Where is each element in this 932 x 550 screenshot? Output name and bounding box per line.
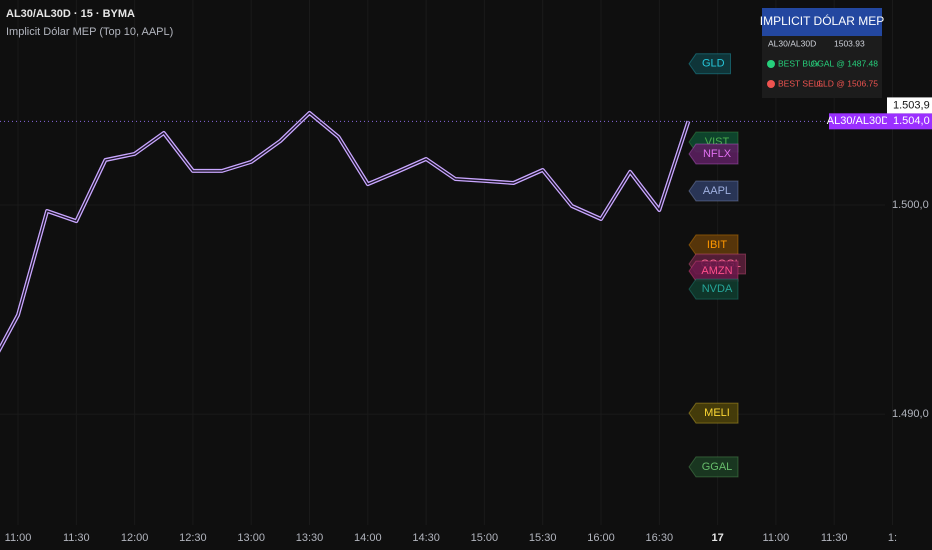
x-tick-label: 13:00: [237, 532, 265, 544]
x-tick-label: 17: [711, 532, 723, 544]
last-price-label: 1.504,0: [893, 115, 930, 127]
table-cell: AL30/AL30D: [768, 38, 816, 48]
level-tag-label: IBIT: [707, 239, 727, 251]
last-price-bg: [887, 113, 932, 130]
grid: [0, 0, 893, 525]
level-tag-label: AMZN: [701, 265, 732, 277]
level-tag-label: GGAL: [702, 461, 733, 473]
x-tick-label: 16:30: [646, 532, 674, 544]
y-tick-label: 1.490,0: [892, 408, 929, 420]
table-cell: GLD @ 1506.75: [816, 78, 878, 88]
level-tag-label: MELI: [704, 407, 730, 419]
x-tick-label: 11:30: [821, 532, 848, 544]
x-tick-label: 16:00: [587, 532, 615, 544]
x-tick-label: 15:30: [529, 532, 557, 544]
level-tag-label: NFLX: [703, 148, 732, 160]
table-cell: GGAL @ 1487.48: [811, 58, 879, 68]
level-tag-label: NVDA: [702, 283, 733, 295]
table-cell: BEST SELL: [778, 78, 823, 88]
x-tick-label: 14:00: [354, 532, 382, 544]
plot-area: GLDVISTNFLXAAPLIBITGOOGLAMZNNVDAMELIGGAL: [0, 53, 885, 478]
table-title: IMPLICIT DÓLAR MEP: [760, 13, 884, 28]
x-tick-label: 12:30: [179, 532, 207, 544]
x-tick-label: 11:30: [63, 532, 90, 544]
table-bg: [762, 36, 882, 98]
close-tag-label: 1.503,9: [893, 99, 930, 111]
series-line-inner: [0, 112, 690, 351]
x-tick-label: 14:30: [412, 532, 440, 544]
level-tag: [688, 143, 739, 165]
level-tag-label: GLD: [702, 58, 725, 70]
chart-subtitle: Implicit Dólar MEP (Top 10, AAPL): [6, 26, 173, 38]
status-dot: [767, 80, 775, 88]
level-tag: [688, 180, 739, 202]
overlay: 11:00 11:30 12:00 12:30 13:00 13:30 14:00 14:30…: [5, 8, 932, 544]
level-tag: [688, 278, 739, 300]
table-cell: BEST BUY: [778, 58, 820, 68]
level-tag: [688, 260, 739, 282]
x-tick-label: 1:: [888, 532, 897, 544]
level-tag: [688, 53, 731, 75]
x-tick-label: 11:00: [5, 532, 32, 544]
chart-title: AL30/AL30D · 15 · BYMA: [6, 8, 135, 20]
table-header-bg: [762, 8, 882, 36]
level-tag: [688, 456, 739, 478]
close-tag-bg: [887, 97, 932, 114]
series-tag-bg: [829, 113, 887, 130]
level-tag: [688, 234, 739, 256]
y-tick-label: 1.500,0: [892, 199, 929, 211]
x-tick-label: 13:30: [296, 532, 324, 544]
level-tag: [688, 402, 739, 424]
status-dot: [767, 60, 775, 68]
series-tag-name: AL30/AL30D: [827, 115, 889, 127]
level-tag-label: AAPL: [703, 185, 731, 197]
x-tick-label: 11:00: [763, 532, 790, 544]
table-cell: 1503.93: [834, 38, 865, 48]
x-tick-label: 15:00: [471, 532, 499, 544]
x-tick-label: 12:00: [121, 532, 149, 544]
